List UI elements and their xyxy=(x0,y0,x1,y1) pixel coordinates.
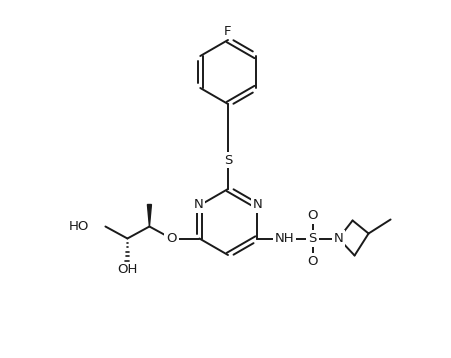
Text: HO: HO xyxy=(69,220,89,233)
Text: S: S xyxy=(223,154,232,166)
Text: F: F xyxy=(224,24,231,38)
Polygon shape xyxy=(147,204,151,227)
Text: O: O xyxy=(307,209,317,222)
Text: NH: NH xyxy=(274,232,294,245)
Text: O: O xyxy=(307,255,317,268)
Text: S: S xyxy=(308,232,316,245)
Text: N: N xyxy=(252,198,262,211)
Text: N: N xyxy=(193,198,203,211)
Text: OH: OH xyxy=(117,263,137,276)
Text: O: O xyxy=(166,232,176,245)
Text: N: N xyxy=(333,232,343,245)
